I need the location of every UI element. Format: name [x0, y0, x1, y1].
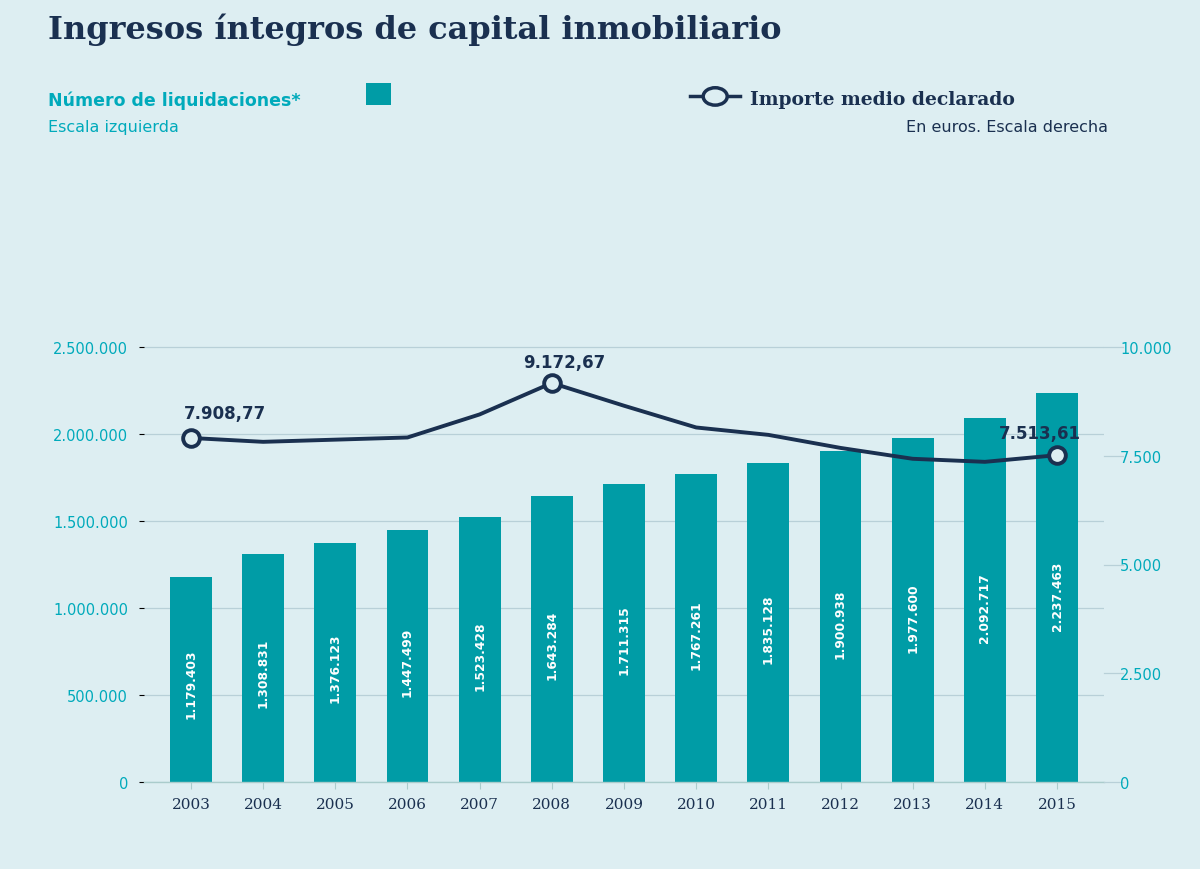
Bar: [748, 463, 790, 782]
Text: 1.767.261: 1.767.261: [690, 600, 703, 669]
Text: Número de liquidaciones*: Número de liquidaciones*: [48, 91, 301, 109]
Text: 7.908,77: 7.908,77: [184, 404, 266, 422]
Bar: [964, 418, 1006, 782]
Text: 1.179.403: 1.179.403: [185, 649, 198, 719]
Text: 1.711.315: 1.711.315: [618, 605, 630, 674]
Text: 1.447.499: 1.447.499: [401, 627, 414, 696]
Text: 1.900.938: 1.900.938: [834, 589, 847, 658]
Text: En euros. Escala derecha: En euros. Escala derecha: [906, 120, 1108, 135]
Text: Escala izquierda: Escala izquierda: [48, 120, 179, 135]
Text: 2.092.717: 2.092.717: [978, 573, 991, 642]
Text: 9.172,67: 9.172,67: [523, 354, 605, 371]
Text: 1.977.600: 1.977.600: [906, 582, 919, 652]
Bar: [1036, 394, 1078, 782]
Bar: [386, 531, 428, 782]
Text: 7.513,61: 7.513,61: [1000, 424, 1081, 442]
Bar: [604, 485, 644, 782]
Text: Importe medio declarado: Importe medio declarado: [750, 91, 1015, 109]
Bar: [892, 438, 934, 782]
Bar: [458, 517, 500, 782]
Text: 1.643.284: 1.643.284: [545, 610, 558, 680]
Text: 2.237.463: 2.237.463: [1050, 561, 1063, 630]
Text: 1.523.428: 1.523.428: [473, 620, 486, 690]
Bar: [242, 554, 284, 782]
Text: 1.308.831: 1.308.831: [257, 638, 270, 707]
Bar: [530, 496, 572, 782]
Text: 1.835.128: 1.835.128: [762, 594, 775, 664]
Bar: [676, 475, 718, 782]
Text: Ingresos íntegros de capital inmobiliario: Ingresos íntegros de capital inmobiliari…: [48, 13, 781, 45]
Bar: [314, 543, 356, 782]
Bar: [170, 577, 212, 782]
Bar: [820, 452, 862, 782]
Text: 1.376.123: 1.376.123: [329, 633, 342, 702]
